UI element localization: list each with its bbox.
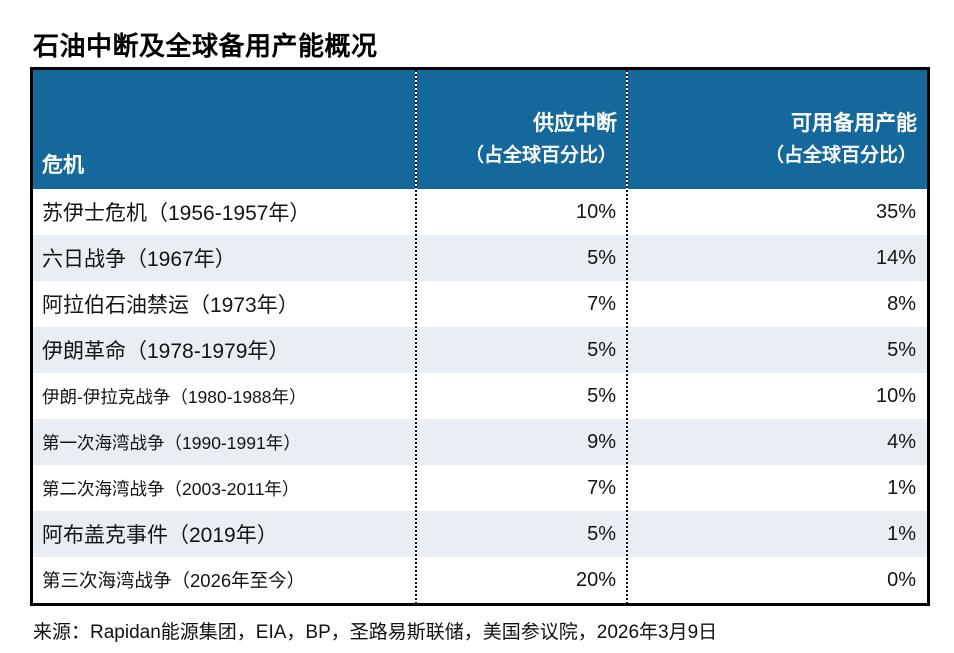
disruption-header: 供应中断 （占全球百分比） — [416, 70, 627, 189]
disruption-cell: 7% — [416, 281, 627, 327]
column-separator — [415, 70, 417, 603]
disruption-cell: 7% — [416, 465, 627, 511]
crisis-cell: 伊朗-伊拉克战争（1980-1988年） — [33, 373, 416, 419]
crisis-cell: 第一次海湾战争（1990-1991年） — [33, 419, 416, 465]
table-row: 伊朗革命（1978-1979年） 5% 5% — [33, 327, 927, 373]
spare-capacity-header-line1: 可用备用产能 — [791, 112, 917, 136]
table-row: 阿拉伯石油禁运（1973年） 7% 8% — [33, 281, 927, 327]
spare-capacity-cell: 1% — [627, 465, 927, 511]
crisis-cell: 第二次海湾战争（2003-2011年） — [33, 465, 416, 511]
disruption-cell: 5% — [416, 235, 627, 281]
table-row: 伊朗-伊拉克战争（1980-1988年） 5% 10% — [33, 373, 927, 419]
data-table-container: 危机 供应中断 （占全球百分比） 可用备用产能 （占全球百分比） — [30, 67, 930, 606]
disruption-cell: 20% — [416, 557, 627, 603]
spare-capacity-cell: 35% — [627, 189, 927, 235]
crisis-cell: 阿拉伯石油禁运（1973年） — [33, 281, 416, 327]
disruption-cell: 10% — [416, 189, 627, 235]
spare-capacity-header: 可用备用产能 （占全球百分比） — [627, 70, 927, 189]
disruption-cell: 5% — [416, 511, 627, 557]
spare-capacity-cell: 1% — [627, 511, 927, 557]
disruption-cell: 5% — [416, 327, 627, 373]
spare-capacity-header-line2: （占全球百分比） — [764, 144, 917, 166]
crisis-cell: 阿布盖克事件（2019年） — [33, 511, 416, 557]
table-row: 阿布盖克事件（2019年） 5% 1% — [33, 511, 927, 557]
table-row: 苏伊士危机（1956-1957年） 10% 35% — [33, 189, 927, 235]
crisis-cell: 苏伊士危机（1956-1957年） — [33, 189, 416, 235]
table-row: 第三次海湾战争（2026年至今） 20% 0% — [33, 557, 927, 603]
table-row: 六日战争（1967年） 5% 14% — [33, 235, 927, 281]
table-row: 第一次海湾战争（1990-1991年） 9% 4% — [33, 419, 927, 465]
oil-disruption-table: 危机 供应中断 （占全球百分比） 可用备用产能 （占全球百分比） — [33, 70, 927, 603]
spare-capacity-cell: 4% — [627, 419, 927, 465]
page-title: 石油中断及全球备用产能概况 — [33, 31, 378, 61]
disruption-cell: 5% — [416, 373, 627, 419]
disruption-cell: 9% — [416, 419, 627, 465]
disruption-header-line1: 供应中断 — [533, 112, 617, 136]
crisis-header: 危机 — [33, 70, 416, 189]
disruption-header-line2: （占全球百分比） — [464, 144, 617, 166]
header-row: 危机 供应中断 （占全球百分比） 可用备用产能 （占全球百分比） — [33, 70, 927, 189]
spare-capacity-cell: 5% — [627, 327, 927, 373]
column-separator — [626, 70, 628, 603]
crisis-header-label: 危机 — [42, 154, 84, 177]
spare-capacity-cell: 14% — [627, 235, 927, 281]
table-row: 第二次海湾战争（2003-2011年） 7% 1% — [33, 465, 927, 511]
crisis-cell: 第三次海湾战争（2026年至今） — [33, 557, 416, 603]
spare-capacity-cell: 8% — [627, 281, 927, 327]
source-note: 来源：Rapidan能源集团，EIA，BP，圣路易斯联储，美国参议院，2026年… — [33, 622, 718, 643]
crisis-cell: 伊朗革命（1978-1979年） — [33, 327, 416, 373]
crisis-cell: 六日战争（1967年） — [33, 235, 416, 281]
spare-capacity-cell: 0% — [627, 557, 927, 603]
spare-capacity-cell: 10% — [627, 373, 927, 419]
